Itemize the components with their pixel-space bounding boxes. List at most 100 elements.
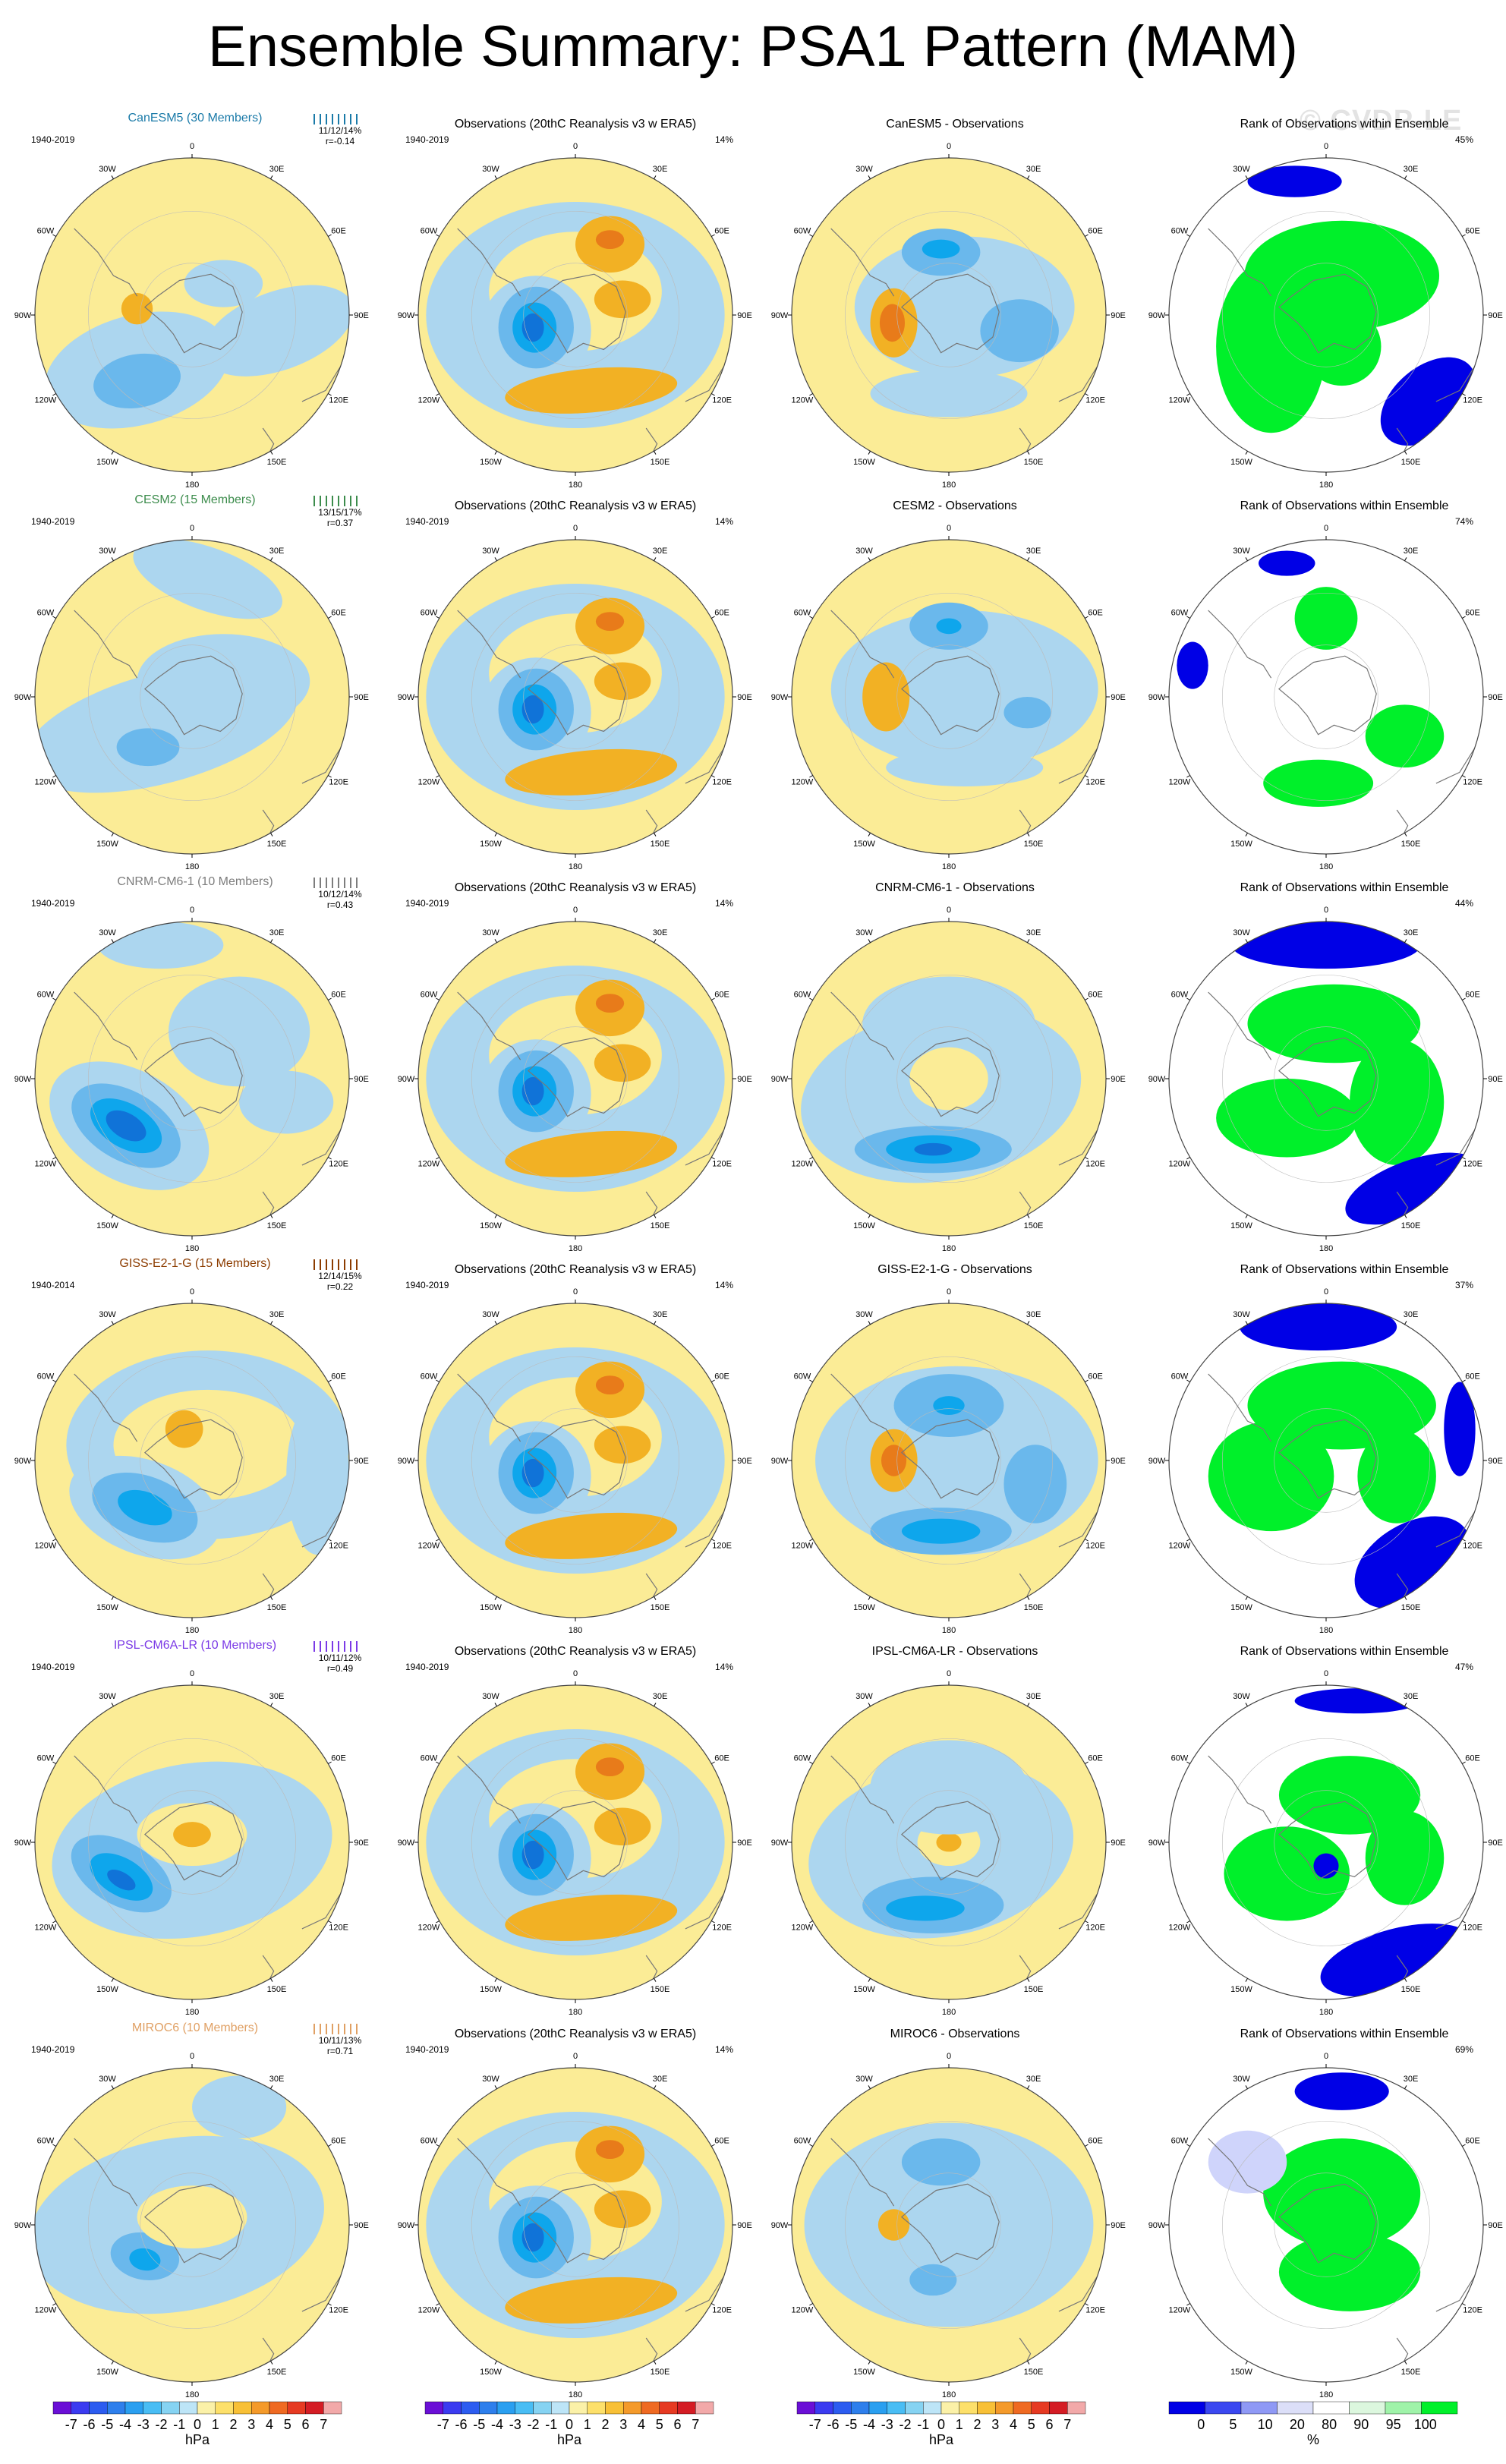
member-tick: [313, 878, 315, 888]
lon-tick: [1085, 1157, 1089, 1160]
lon-tick: [1186, 2144, 1190, 2147]
map-field: [418, 540, 733, 854]
south-america-coastline: [74, 610, 138, 679]
lon-tick: [270, 451, 273, 455]
colorbar-swatch: [107, 2401, 126, 2415]
lon-label: 120E: [1463, 1924, 1482, 1933]
lon-label: 150E: [651, 840, 670, 849]
lon-label: 30E: [653, 1692, 668, 1701]
obs-pct: 14%: [715, 2044, 733, 2055]
lon-label: 90W: [14, 1457, 32, 1466]
colorbar-label: 80: [1322, 2417, 1337, 2432]
lon-tick: [654, 1978, 657, 1982]
map-field: [792, 2068, 1106, 2382]
member-tick: [338, 1641, 339, 1652]
colorbar-swatch: [1349, 2401, 1386, 2415]
obs-pct: 14%: [715, 1280, 733, 1290]
lon-label: 120W: [418, 396, 440, 405]
lon-label: 90E: [1488, 311, 1503, 320]
lon-tick: [270, 833, 273, 837]
contour-region: [173, 1822, 211, 1848]
lon-label: 120E: [712, 2306, 732, 2315]
lon-label: 90W: [14, 311, 32, 320]
lon-label: 150W: [853, 1603, 875, 1612]
lat-ring: [88, 1356, 296, 1564]
lon-label: 0: [573, 524, 578, 533]
lon-tick: [328, 616, 332, 619]
member-tick: [313, 496, 315, 506]
obs-title: Observations (20thC Reanalysis v3 w ERA5…: [455, 1263, 696, 1276]
lon-label: 120W: [792, 778, 814, 787]
lon-label: 90E: [1488, 1075, 1503, 1084]
lon-tick: [52, 1761, 56, 1764]
contour-region: [286, 1397, 349, 1555]
lon-tick: [868, 1596, 871, 1600]
colorbar-label: -6: [827, 2417, 839, 2432]
australia-coastline: [685, 1510, 726, 1548]
lon-label: 60E: [714, 609, 729, 618]
lon-label: 60E: [714, 991, 729, 1000]
contour-region: [505, 1130, 678, 1177]
lon-label: 60E: [1465, 991, 1480, 1000]
member-tick: [344, 1641, 345, 1652]
lon-label: 180: [569, 481, 582, 490]
lon-label: 0: [1324, 906, 1328, 915]
lon-label: 120W: [792, 1924, 814, 1933]
lon-tick: [494, 175, 497, 179]
lon-label: 90E: [354, 1839, 369, 1848]
member-tick: [320, 1641, 321, 1652]
lon-label: 180: [942, 2390, 956, 2399]
member-tick: [313, 1641, 315, 1652]
lon-label: 30E: [653, 2075, 668, 2084]
antarctica-coastline: [527, 655, 626, 736]
lon-label: 90W: [14, 1839, 32, 1848]
colorbar-swatch: [677, 2401, 696, 2415]
colorbar-unit: hPa: [929, 2432, 954, 2447]
lon-tick: [111, 1703, 114, 1706]
lon-tick: [52, 2144, 56, 2147]
south-america-coastline: [74, 2138, 138, 2207]
diff-title: GISS-E2-1-G - Observations: [877, 1263, 1032, 1276]
obs-map-row4: 0 30E 60E 90E 120E 150E 180 150W 120W 90W 60W 30W: [398, 1287, 752, 1635]
lon-label: 30W: [855, 1692, 873, 1701]
obs-period: 1940-2019: [405, 898, 449, 909]
lon-label: 120E: [712, 396, 732, 405]
lat-ring: [1274, 1790, 1378, 1895]
colorbar-label: -4: [119, 2417, 131, 2432]
member-tick: [332, 878, 333, 888]
contour-region: [1294, 587, 1358, 650]
lon-label: 90W: [398, 2221, 415, 2230]
lon-tick: [1027, 1215, 1030, 1218]
map-field: [35, 1303, 349, 1618]
lat-ring: [471, 593, 679, 801]
lon-label: 90W: [398, 1839, 415, 1848]
rank-map-row4: 0 30E 60E 90E 120E 150E 180 150W 120W 90W 60W 30W: [1148, 1287, 1503, 1635]
antarctica-coastline: [900, 2183, 1000, 2264]
lon-label: 30W: [99, 928, 116, 937]
lon-tick: [1404, 1703, 1407, 1706]
member-tick: [338, 878, 339, 888]
colorbar-label: 10: [1258, 2417, 1273, 2432]
lon-tick: [1404, 1215, 1407, 1218]
lon-label: 30W: [855, 165, 873, 174]
lon-tick: [711, 2303, 715, 2306]
lon-label: 150E: [1024, 840, 1044, 849]
south-america-coastline: [74, 1373, 138, 1442]
australia-coastline: [301, 746, 342, 784]
lon-tick: [111, 557, 114, 561]
lon-label: 60W: [37, 1372, 55, 1382]
model-r-value: r=0.22: [327, 1281, 354, 1292]
lon-tick: [711, 616, 715, 619]
lon-label: 60E: [331, 991, 346, 1000]
contour-region: [1224, 1826, 1350, 1921]
lat-ring: [471, 1738, 679, 1946]
contour-region: [192, 2075, 287, 2139]
lon-label: 60E: [714, 227, 729, 236]
lon-tick: [52, 393, 56, 396]
lon-label: 180: [942, 481, 956, 490]
lon-tick: [809, 997, 813, 1000]
lon-label: 30W: [482, 1310, 499, 1319]
colorbar-swatch: [905, 2401, 924, 2415]
lon-label: 120W: [418, 1160, 440, 1169]
lon-label: 120E: [712, 1924, 732, 1933]
